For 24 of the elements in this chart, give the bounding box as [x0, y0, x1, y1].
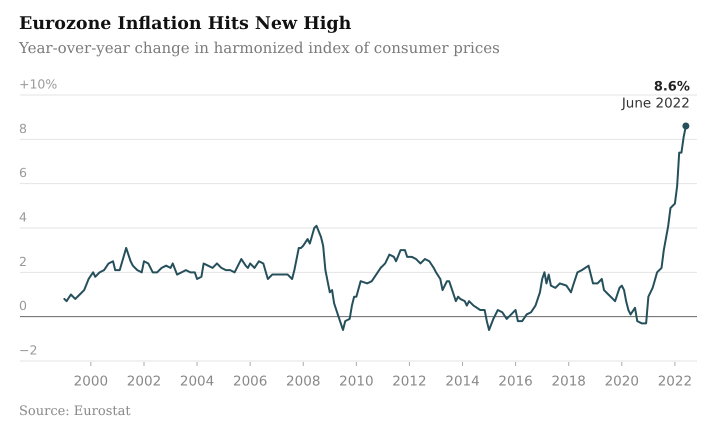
- x-tick-label: 2020: [604, 374, 639, 390]
- source-note: Source: Eurostat: [19, 404, 132, 419]
- x-tick-label: 2014: [445, 374, 480, 390]
- y-tick-label: 6: [19, 165, 27, 180]
- x-tick-label: 2008: [286, 374, 320, 390]
- y-tick-label: 0: [19, 298, 27, 314]
- chart-subtitle: Year-over-year change in harmonized index of consumer prices: [18, 39, 500, 57]
- annotation: 8.6%: [654, 80, 690, 95]
- annotation: June 2022: [620, 96, 690, 112]
- y-tick-label: 8: [19, 120, 27, 136]
- x-tick-label: 2004: [180, 374, 214, 390]
- x-tick-label: 2022: [658, 374, 692, 390]
- x-tick-label: 2018: [552, 374, 586, 390]
- y-tick-label: −2: [19, 342, 38, 358]
- chart-title: Eurozone Inflation Hits New High: [19, 14, 352, 34]
- x-tick-label: 2006: [232, 374, 268, 390]
- x-tick-label: 2010: [339, 374, 374, 390]
- y-tick-label: +10%: [19, 76, 58, 92]
- y-tick-label: 2: [19, 254, 27, 269]
- x-tick-label: 2016: [498, 374, 533, 390]
- x-tick-label: 2000: [74, 374, 108, 390]
- x-tick-label: 2012: [392, 374, 427, 390]
- x-tick-label: 2002: [126, 374, 162, 390]
- y-tick-label: 4: [19, 209, 27, 224]
